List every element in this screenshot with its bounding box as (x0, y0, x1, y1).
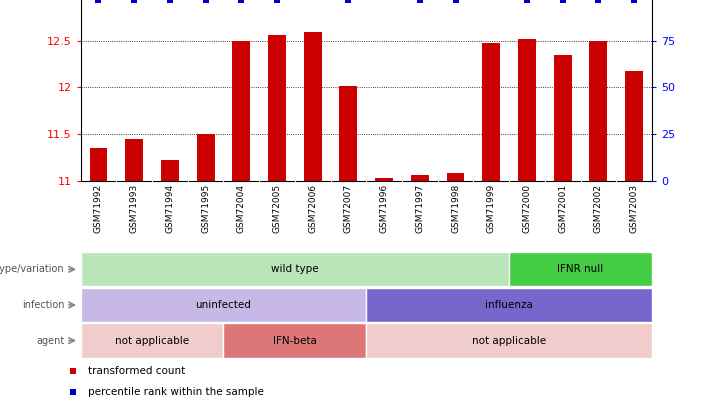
Bar (81, 288, 367, 322)
Text: uninfected: uninfected (196, 300, 252, 310)
Text: infection: infection (22, 300, 64, 310)
Text: GSM72006: GSM72006 (308, 184, 318, 233)
Bar (125, 139, 143, 181)
Bar (339, 85, 358, 181)
Text: GSM71993: GSM71993 (130, 184, 139, 233)
Bar (625, 71, 643, 181)
Text: GSM71997: GSM71997 (415, 184, 424, 233)
Bar (518, 39, 536, 181)
Bar (509, 252, 652, 286)
Text: transformed count: transformed count (88, 367, 185, 377)
Text: GSM72004: GSM72004 (237, 184, 246, 233)
Text: percentile rank within the sample: percentile rank within the sample (88, 387, 264, 397)
Text: GSM71999: GSM71999 (486, 184, 496, 233)
Text: GSM72000: GSM72000 (522, 184, 531, 233)
Bar (81, 252, 509, 286)
Bar (161, 160, 179, 181)
Text: IFNR null: IFNR null (557, 264, 604, 274)
Bar (375, 178, 393, 181)
Bar (411, 175, 429, 181)
Bar (232, 41, 250, 181)
Text: GSM72003: GSM72003 (629, 184, 639, 233)
Bar (482, 43, 501, 181)
Bar (224, 324, 367, 358)
Text: GSM71994: GSM71994 (165, 184, 175, 233)
Bar (304, 32, 322, 181)
Text: GSM72002: GSM72002 (594, 184, 603, 233)
Text: not applicable: not applicable (472, 336, 546, 345)
Text: genotype/variation: genotype/variation (0, 264, 64, 274)
Text: GSM71996: GSM71996 (380, 184, 388, 233)
Bar (590, 41, 607, 181)
Text: wild type: wild type (271, 264, 319, 274)
Bar (90, 148, 107, 181)
Bar (197, 134, 215, 181)
Bar (81, 324, 224, 358)
Text: agent: agent (36, 336, 64, 345)
Text: not applicable: not applicable (115, 336, 189, 345)
Bar (554, 55, 571, 181)
Text: GSM71992: GSM71992 (94, 184, 103, 233)
Text: GSM72001: GSM72001 (558, 184, 567, 233)
Text: GSM72007: GSM72007 (344, 184, 353, 233)
Text: GSM71998: GSM71998 (451, 184, 460, 233)
Bar (367, 324, 652, 358)
Text: influenza: influenza (485, 300, 533, 310)
Bar (367, 288, 652, 322)
Text: GSM72005: GSM72005 (273, 184, 282, 233)
Bar (268, 35, 286, 181)
Bar (447, 173, 465, 181)
Text: GSM71995: GSM71995 (201, 184, 210, 233)
Text: IFN-beta: IFN-beta (273, 336, 317, 345)
